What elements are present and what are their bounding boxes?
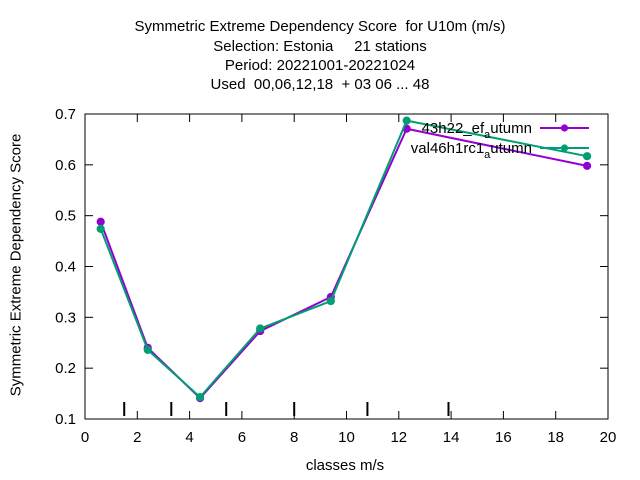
chart-title-line-1: Symmetric Extreme Dependency Score for U… (134, 18, 506, 35)
series-line-2 (99, 119, 588, 399)
x-tick-label: 6 (238, 429, 246, 446)
series-1-point (96, 217, 105, 226)
legend-label-1: 43h22_efautumn (422, 120, 532, 141)
x-tick-label: 12 (390, 429, 407, 446)
chart-title-line-2: Selection: Estonia 21 stations (213, 38, 427, 55)
y-tick-label: 0.2 (55, 360, 76, 377)
x-tick-label: 10 (338, 429, 355, 446)
x-tick-label: 16 (495, 429, 512, 446)
legend-label-2: val46h1rc1autumn (411, 140, 532, 161)
series-2-point (326, 296, 335, 306)
series-2-point (195, 393, 205, 402)
y-tick-label: 0.5 (55, 208, 76, 225)
series-line-1 (99, 127, 588, 400)
legend-marker-2 (560, 144, 569, 152)
chart-title-line-3: Period: 20221001-20221024 (224, 57, 416, 74)
legend-marker-1 (560, 124, 569, 132)
y-tick-label: 0.7 (55, 106, 76, 123)
series-2-point (402, 116, 411, 125)
x-tick-label: 4 (185, 429, 193, 446)
x-tick-label: 0 (81, 429, 89, 446)
x-axis-label: classes m/s (305, 457, 385, 474)
y-tick-label: 0.4 (55, 259, 76, 276)
x-tick-label: 8 (290, 429, 298, 446)
x-tick-label: 20 (600, 429, 617, 446)
chart-title-line-4: Used 00,06,12,18 + 03 06 ... 48 (210, 76, 430, 93)
x-tick-label: 18 (547, 429, 564, 446)
series-2-point (256, 324, 265, 333)
y-tick-label: 0.6 (55, 157, 76, 174)
y-tick-label: 0.1 (55, 411, 76, 428)
plot-frame (84, 113, 609, 420)
x-tick-label: 2 (133, 429, 141, 446)
x-tick-label: 14 (443, 429, 460, 446)
series-1-point (582, 161, 592, 170)
series-2-point (143, 345, 152, 354)
y-tick-label: 0.3 (55, 309, 76, 326)
series-2-point (96, 224, 105, 233)
series-2-point (582, 152, 592, 161)
